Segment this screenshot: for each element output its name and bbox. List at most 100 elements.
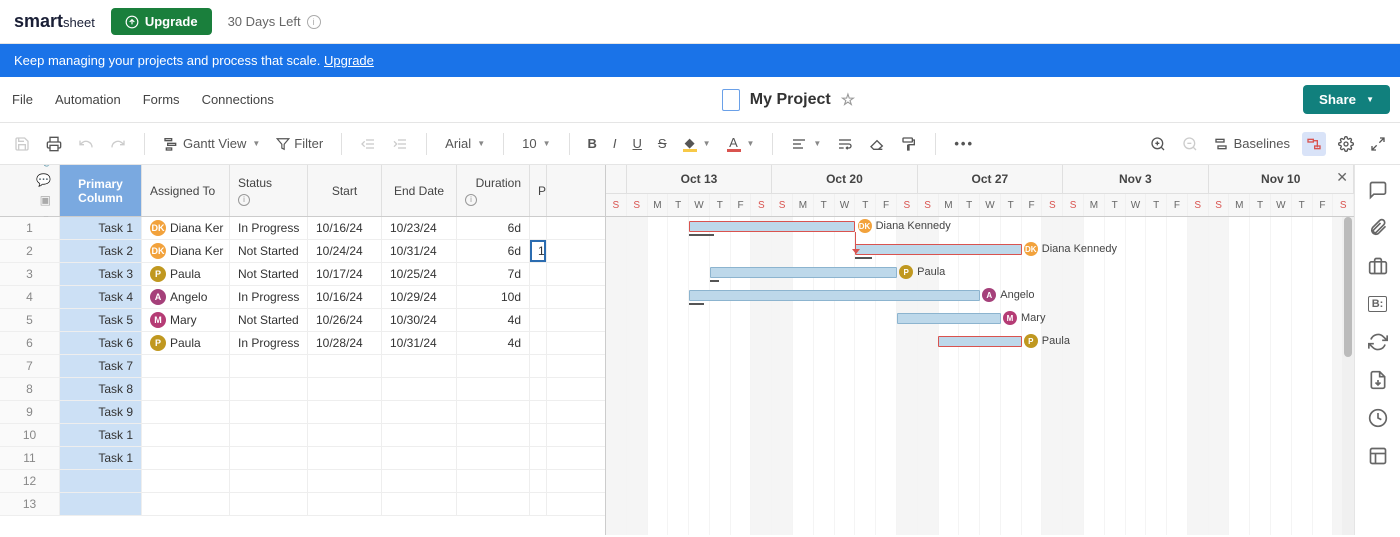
gantt-row[interactable] <box>606 424 1354 447</box>
cell-pred[interactable] <box>530 263 547 285</box>
cell-end[interactable] <box>382 447 457 469</box>
cell-pred[interactable] <box>530 309 547 331</box>
cell-start[interactable]: 10/17/24 <box>308 263 382 285</box>
cell-status[interactable]: Not Started <box>230 309 308 331</box>
settings-button[interactable] <box>1334 132 1358 156</box>
cell-pred[interactable] <box>530 286 547 308</box>
cell-pred[interactable] <box>530 378 547 400</box>
strike-button[interactable]: S <box>654 132 671 155</box>
cell-assigned[interactable] <box>142 401 230 423</box>
favorite-star-icon[interactable]: ☆ <box>841 90 855 110</box>
col-status[interactable]: Statusi <box>230 165 308 216</box>
cell-duration[interactable] <box>457 355 530 377</box>
cell-status[interactable] <box>230 470 308 492</box>
info-icon[interactable]: i <box>307 15 321 29</box>
attachment-icon[interactable]: 📎 <box>36 165 51 167</box>
cell-assigned[interactable]: DKDiana Ker <box>142 240 230 262</box>
cell-end[interactable] <box>382 401 457 423</box>
filter-button[interactable]: Filter <box>272 132 327 155</box>
text-color-button[interactable]: A▼ <box>723 132 759 156</box>
cell-duration[interactable] <box>457 470 530 492</box>
menu-automation[interactable]: Automation <box>55 92 121 107</box>
zoom-in-button[interactable] <box>1146 132 1170 156</box>
row-number[interactable]: 4 <box>0 286 60 308</box>
gantt-row[interactable]: DKDiana Kennedy <box>606 240 1354 263</box>
cell-assigned[interactable] <box>142 378 230 400</box>
cell-start[interactable] <box>308 470 382 492</box>
cell-assigned[interactable]: PPaula <box>142 263 230 285</box>
brandfolder-button[interactable]: B: <box>1367 293 1389 315</box>
table-row[interactable]: 13 <box>0 493 605 516</box>
baselines-button[interactable]: Baselines <box>1210 132 1294 156</box>
row-number[interactable]: 8 <box>0 378 60 400</box>
gantt-bar[interactable] <box>938 336 1021 347</box>
grid-body[interactable]: 1Task 1DKDiana KerIn Progress10/16/2410/… <box>0 217 605 516</box>
activity-log-button[interactable] <box>1367 407 1389 429</box>
table-row[interactable]: 6Task 6PPaulaIn Progress10/28/2410/31/24… <box>0 332 605 355</box>
gantt-body[interactable]: DKDiana KennedyDKDiana KennedyPPaulaAAng… <box>606 217 1354 535</box>
row-number[interactable]: 5 <box>0 309 60 331</box>
cell-pred[interactable] <box>530 332 547 354</box>
format-painter-button[interactable] <box>897 132 921 156</box>
gantt-bar[interactable] <box>689 290 980 301</box>
cell-start[interactable]: 10/16/24 <box>308 286 382 308</box>
more-button[interactable]: ••• <box>950 132 978 155</box>
cell-duration[interactable] <box>457 447 530 469</box>
summary-button[interactable] <box>1367 445 1389 467</box>
cell-start[interactable] <box>308 493 382 515</box>
table-row[interactable]: 4Task 4AAngeloIn Progress10/16/2410/29/2… <box>0 286 605 309</box>
cell-assigned[interactable] <box>142 424 230 446</box>
table-row[interactable]: 7Task 7 <box>0 355 605 378</box>
clear-format-button[interactable] <box>865 132 889 156</box>
gantt-row[interactable] <box>606 447 1354 470</box>
row-number[interactable]: 1 <box>0 217 60 239</box>
cell-end[interactable] <box>382 470 457 492</box>
print-button[interactable] <box>42 132 66 156</box>
menu-connections[interactable]: Connections <box>202 92 274 107</box>
cell-start[interactable] <box>308 424 382 446</box>
cell-status[interactable] <box>230 355 308 377</box>
gantt-bar[interactable] <box>689 221 855 232</box>
cell-pred[interactable] <box>530 493 547 515</box>
save-button[interactable] <box>10 132 34 156</box>
cell-status[interactable] <box>230 447 308 469</box>
gantt-bar[interactable] <box>855 244 1021 255</box>
cell-end[interactable]: 10/29/24 <box>382 286 457 308</box>
col-start[interactable]: Start <box>308 165 382 216</box>
cell-pred[interactable] <box>530 355 547 377</box>
col-primary[interactable]: Primary Column <box>60 165 142 216</box>
align-button[interactable]: ▼ <box>787 132 825 156</box>
row-number[interactable]: 12 <box>0 470 60 492</box>
cell-start[interactable] <box>308 447 382 469</box>
gantt-row[interactable] <box>606 378 1354 401</box>
cell-task[interactable] <box>60 470 142 492</box>
cell-status[interactable] <box>230 378 308 400</box>
banner-upgrade-link[interactable]: Upgrade <box>324 53 374 68</box>
cell-duration[interactable] <box>457 401 530 423</box>
cell-end[interactable]: 10/31/24 <box>382 240 457 262</box>
undo-button[interactable] <box>74 132 98 156</box>
proof-icon[interactable]: ▣ <box>40 193 51 207</box>
cell-duration[interactable] <box>457 493 530 515</box>
menu-forms[interactable]: Forms <box>143 92 180 107</box>
cell-status[interactable] <box>230 424 308 446</box>
row-number[interactable]: 11 <box>0 447 60 469</box>
row-number[interactable]: 10 <box>0 424 60 446</box>
table-row[interactable]: 1Task 1DKDiana KerIn Progress10/16/2410/… <box>0 217 605 240</box>
cell-task[interactable]: Task 9 <box>60 401 142 423</box>
row-number[interactable]: 13 <box>0 493 60 515</box>
cell-pred[interactable]: 1 <box>530 240 547 262</box>
gantt-row[interactable]: DKDiana Kennedy <box>606 217 1354 240</box>
menu-file[interactable]: File <box>12 92 33 107</box>
outdent-button[interactable] <box>356 132 380 156</box>
share-button[interactable]: Share ▼ <box>1303 85 1390 114</box>
cell-task[interactable]: Task 5 <box>60 309 142 331</box>
cell-start[interactable] <box>308 401 382 423</box>
table-row[interactable]: 8Task 8 <box>0 378 605 401</box>
cell-end[interactable] <box>382 493 457 515</box>
upgrade-button[interactable]: Upgrade <box>111 8 212 35</box>
cell-status[interactable]: Not Started <box>230 240 308 262</box>
cell-assigned[interactable]: MMary <box>142 309 230 331</box>
gantt-row[interactable] <box>606 470 1354 493</box>
cell-status[interactable]: In Progress <box>230 286 308 308</box>
